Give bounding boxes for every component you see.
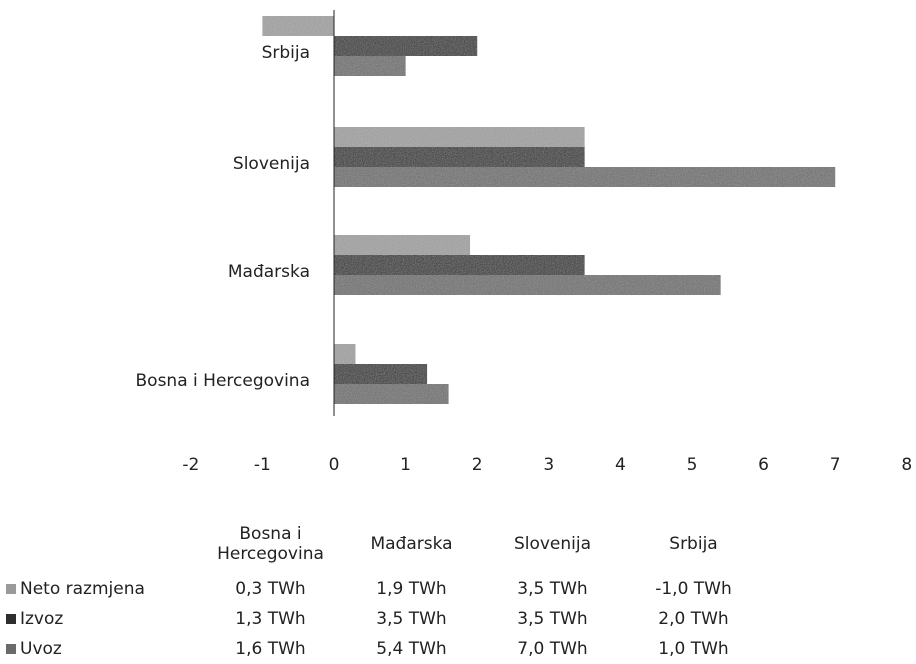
- x-tick-label: 0: [329, 455, 340, 475]
- x-tick-label: 1: [400, 455, 411, 475]
- table-header-srbija: Srbija: [669, 534, 718, 554]
- x-tick-label: 3: [543, 455, 554, 475]
- bar-izvoz-bosna-i-hercegovina: [334, 364, 428, 384]
- x-tick-label: -1: [254, 455, 271, 475]
- x-tick-label: 7: [830, 455, 841, 475]
- table-cell-neto-razmjena-madarska: 1,9 TWh: [376, 579, 447, 599]
- x-tick-label: 4: [615, 455, 626, 475]
- category-label-srbija: Srbija: [262, 43, 310, 63]
- x-tick-label: 5: [687, 455, 698, 475]
- bar-neto-razmjena-bosna-i-hercegovina: [334, 344, 356, 364]
- table-cell-izvoz-slovenija: 3,5 TWh: [517, 609, 588, 629]
- table-cell-uvoz-slovenija: 7,0 TWh: [517, 639, 588, 659]
- bar-izvoz-slovenija: [334, 147, 585, 167]
- category-label-bosna-i-hercegovina: Bosna i Hercegovina: [136, 371, 310, 391]
- bar-uvoz-slovenija: [334, 167, 836, 187]
- x-tick-label: 8: [901, 455, 912, 475]
- data-table: Bosna i Hercegovina Mađarska Slovenija Srbij…: [0, 514, 764, 664]
- category-label-madarska: Mađarska: [228, 262, 310, 282]
- category-label-slovenija: Slovenija: [233, 154, 310, 174]
- table-row: Izvoz 1,3 TWh 3,5 TWh 3,5 TWh 2,0 TWh: [0, 604, 764, 634]
- table-cell-neto-razmjena-srbija: -1,0 TWh: [655, 579, 732, 599]
- table-cell-izvoz-bosna-i-hercegovina: 1,3 TWh: [235, 609, 306, 629]
- table-cell-uvoz-madarska: 5,4 TWh: [376, 639, 447, 659]
- table-cell-izvoz-madarska: 3,5 TWh: [376, 609, 447, 629]
- table-header-slovenija: Slovenija: [513, 534, 592, 554]
- table-cell-izvoz-srbija: 2,0 TWh: [658, 609, 729, 629]
- series-label-uvoz: Uvoz: [0, 634, 200, 664]
- table-row: Uvoz 1,6 TWh 5,4 TWh 7,0 TWh 1,0 TWh: [0, 634, 764, 664]
- data-table-corner: [0, 514, 200, 574]
- bar-izvoz-madarska: [334, 255, 585, 275]
- bar-neto-razmjena-slovenija: [334, 127, 585, 147]
- table-cell-neto-razmjena-bosna-i-hercegovina: 0,3 TWh: [235, 579, 306, 599]
- x-tick-label: -2: [182, 455, 199, 475]
- series-label-neto-razmjena: Neto razmjena: [0, 574, 200, 604]
- bar-uvoz-bosna-i-hercegovina: [334, 384, 449, 404]
- table-row: Neto razmjena 0,3 TWh 1,9 TWh 3,5 TWh -1,0 T…: [0, 574, 764, 604]
- bar-chart: Srbija Slovenija Mađarska Bosna i Hercegovi…: [136, 10, 912, 475]
- table-header-bosna-i-hercegovina: Bosna i Hercegovina: [217, 524, 324, 564]
- x-tick-label: 6: [758, 455, 769, 475]
- x-axis-tick-labels: -2 -1 0 1 2 3 4 5 6 7 8: [182, 455, 912, 475]
- table-cell-neto-razmjena-slovenija: 3,5 TWh: [517, 579, 588, 599]
- bar-uvoz-madarska: [334, 275, 721, 295]
- table-header-madarska: Mađarska: [370, 534, 453, 554]
- bar-izvoz-srbija: [334, 36, 478, 56]
- category-labels: Srbija Slovenija Mađarska Bosna i Hercegovi…: [136, 43, 310, 391]
- legend-swatch-neto-razmjena: [6, 584, 16, 594]
- bar-neto-razmjena-madarska: [334, 235, 471, 255]
- bars-group: [262, 16, 836, 404]
- x-tick-label: 2: [472, 455, 483, 475]
- legend-swatch-uvoz: [6, 644, 16, 654]
- legend-swatch-izvoz: [6, 614, 16, 624]
- table-cell-uvoz-srbija: 1,0 TWh: [658, 639, 729, 659]
- bar-neto-razmjena-srbija: [262, 16, 334, 36]
- bar-uvoz-srbija: [334, 56, 406, 76]
- table-cell-uvoz-bosna-i-hercegovina: 1,6 TWh: [235, 639, 306, 659]
- series-label-izvoz: Izvoz: [0, 604, 200, 634]
- data-table-header-row: Bosna i Hercegovina Mađarska Slovenija Srbij…: [0, 514, 764, 574]
